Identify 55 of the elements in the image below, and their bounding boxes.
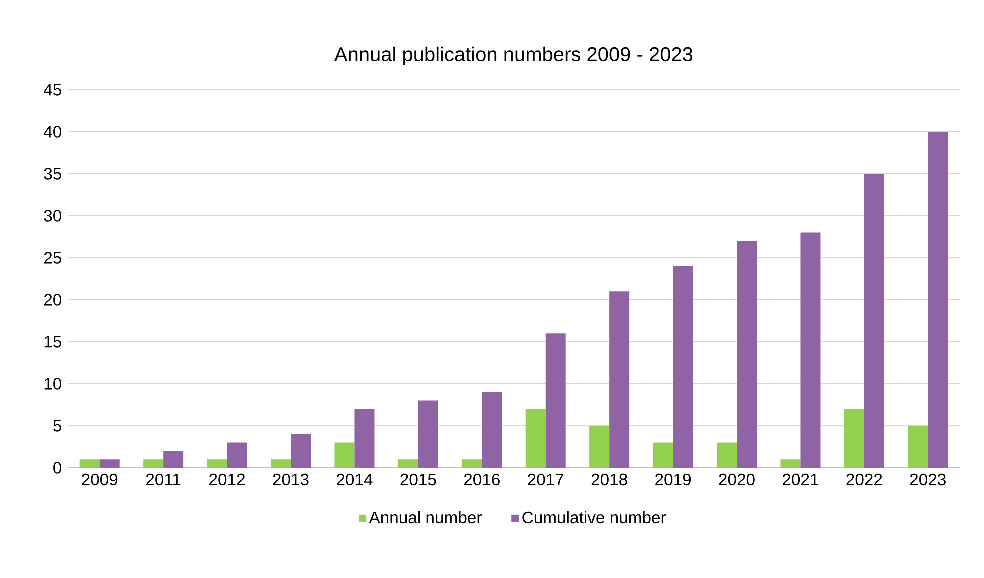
x-tick-label: 2014 — [337, 474, 373, 486]
legend-label: Cumulative number — [522, 511, 666, 524]
bar — [864, 174, 884, 468]
y-tick-label: 10 — [44, 378, 62, 390]
x-tick-label: 2012 — [210, 474, 245, 486]
bar — [207, 460, 228, 468]
y-tick-label: 40 — [44, 126, 62, 138]
x-tick-label: 2018 — [592, 474, 628, 486]
y-tick-label: 0 — [54, 462, 62, 474]
bar — [844, 409, 864, 468]
y-tick-label: 20 — [44, 294, 62, 306]
bar — [398, 460, 418, 468]
bar — [590, 426, 610, 468]
x-tick-label: 2016 — [464, 474, 500, 486]
bar — [227, 442, 248, 468]
x-tick-label: 2019 — [656, 474, 692, 486]
bar — [418, 400, 438, 468]
x-tick-label: 2009 — [82, 474, 118, 486]
x-tick-label: 2023 — [910, 474, 946, 486]
bar — [144, 460, 164, 468]
bar — [610, 292, 630, 468]
bar — [928, 132, 948, 468]
bar — [482, 392, 502, 468]
x-tick-label: 2022 — [846, 474, 882, 486]
y-tick-label: 15 — [44, 336, 62, 348]
y-tick-label: 25 — [44, 252, 62, 264]
bar — [80, 460, 100, 468]
bar — [653, 442, 674, 468]
bar — [271, 460, 292, 468]
x-tick-label: 2013 — [273, 474, 309, 486]
y-tick-label: 30 — [44, 210, 62, 222]
bar — [164, 451, 184, 468]
bar — [462, 460, 482, 468]
bar — [780, 460, 801, 468]
x-tick-label: 2021 — [783, 474, 818, 486]
bar — [673, 266, 694, 468]
bar — [100, 460, 120, 468]
legend-label: Annual number — [369, 511, 482, 524]
y-tick-label: 5 — [54, 420, 62, 432]
bar — [354, 409, 375, 468]
bar — [334, 442, 355, 468]
x-tick-label: 2011 — [146, 474, 181, 486]
bar — [737, 241, 758, 468]
bar — [800, 232, 821, 468]
chart-title: Annual publication numbers 2009 - 2023 — [334, 46, 693, 66]
y-tick-label: 45 — [44, 84, 62, 96]
x-tick-label: 2020 — [719, 474, 755, 486]
x-tick-label: 2017 — [528, 474, 564, 486]
bar — [291, 434, 311, 468]
y-tick-label: 35 — [44, 168, 62, 180]
x-tick-label: 2015 — [400, 474, 436, 486]
bar — [908, 426, 928, 468]
bar — [526, 409, 546, 468]
bar — [717, 442, 738, 468]
bar — [546, 334, 566, 468]
